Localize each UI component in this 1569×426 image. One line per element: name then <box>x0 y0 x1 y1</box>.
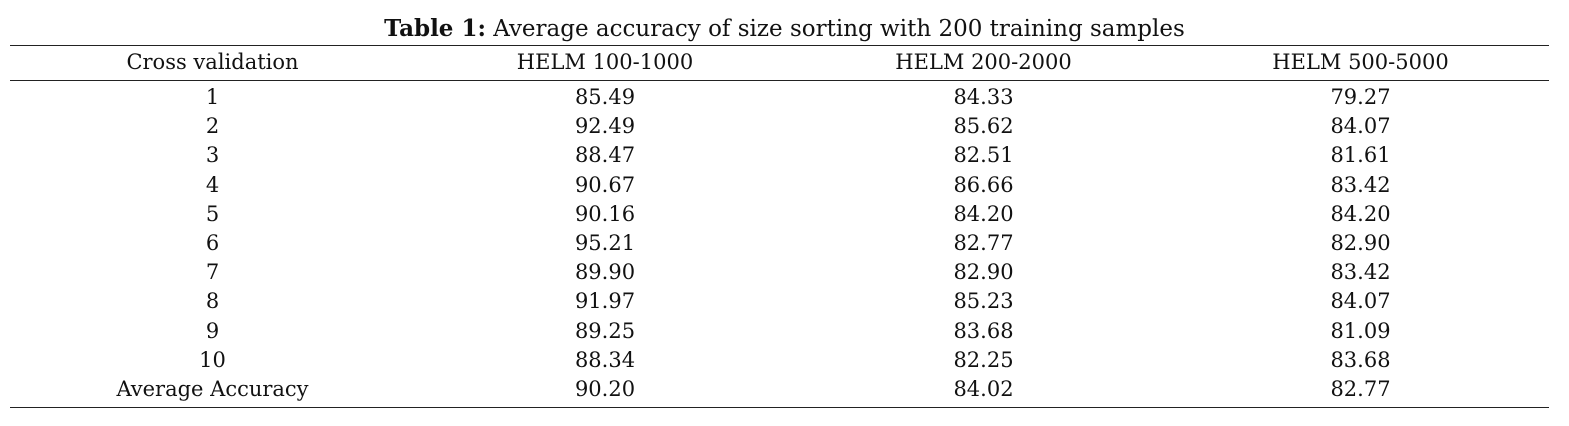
row-label: 6 <box>205 231 220 255</box>
table-cell: 90.16 <box>574 201 636 226</box>
top-rule <box>10 45 1549 46</box>
table-cell: 84.20 <box>1330 201 1391 226</box>
row-label: 5 <box>205 201 220 226</box>
table-cell: 83.68 <box>953 318 1014 343</box>
table-cell: 89.90 <box>574 260 636 285</box>
table-cell: 85.62 <box>953 114 1014 139</box>
table-cell: 82.77 <box>953 231 1014 255</box>
header-rule <box>10 80 1549 81</box>
row-label: Average Accuracy <box>116 377 309 401</box>
row-label: 3 <box>205 143 220 168</box>
table-cell: 92.49 <box>574 114 636 139</box>
bottom-rule <box>10 407 1549 408</box>
header-cell: HELM 500-5000 <box>1272 50 1449 74</box>
table-cell: 89.25 <box>574 318 636 343</box>
header-cell: HELM 200-2000 <box>895 50 1072 74</box>
header-cell: Cross validation <box>126 50 299 74</box>
table-cell: 88.47 <box>574 143 636 168</box>
row-label: 7 <box>205 260 220 285</box>
table-cell: 84.07 <box>1330 114 1391 139</box>
table-cell: 82.25 <box>953 347 1014 372</box>
table-cell: 79.27 <box>1330 85 1391 109</box>
table-cell: 91.97 <box>574 289 636 314</box>
table-cell: 82.77 <box>1330 377 1391 401</box>
row-label: 10 <box>199 347 226 372</box>
row-label: 8 <box>205 289 220 314</box>
table-cell: 85.49 <box>574 85 636 109</box>
row-label: 1 <box>205 85 220 109</box>
table-cell: 84.20 <box>953 201 1014 226</box>
table-cell: 95.21 <box>574 231 636 255</box>
row-label: 2 <box>205 114 220 139</box>
table-cell: 83.42 <box>1330 172 1391 197</box>
table-cell: 81.61 <box>1330 143 1391 168</box>
table-cell: 82.90 <box>953 260 1014 285</box>
table-cell: 82.51 <box>953 143 1014 168</box>
table-cell: 83.42 <box>1330 260 1391 285</box>
row-label: 4 <box>205 172 220 197</box>
table-cell: 84.33 <box>953 85 1014 109</box>
table-cell: 82.90 <box>1330 231 1391 255</box>
header-cell: HELM 100-1000 <box>516 50 694 74</box>
table-label: Table 1: <box>384 15 486 42</box>
table-cell: 85.23 <box>953 289 1014 314</box>
table-cell: 81.09 <box>1330 318 1391 343</box>
table-cell: 88.34 <box>574 347 636 372</box>
table-cell: 84.07 <box>1330 289 1391 314</box>
table-cell: 84.02 <box>953 377 1014 401</box>
table-cell: 90.67 <box>574 172 636 197</box>
table-cell: 90.20 <box>574 377 636 401</box>
table-cell: 86.66 <box>953 172 1014 197</box>
table-title: Table 1: Average accuracy of size sortin… <box>0 14 1569 44</box>
table-cell: 83.68 <box>1330 347 1391 372</box>
row-label: 9 <box>205 318 220 343</box>
table-caption: Average accuracy of size sorting with 20… <box>493 16 1185 42</box>
